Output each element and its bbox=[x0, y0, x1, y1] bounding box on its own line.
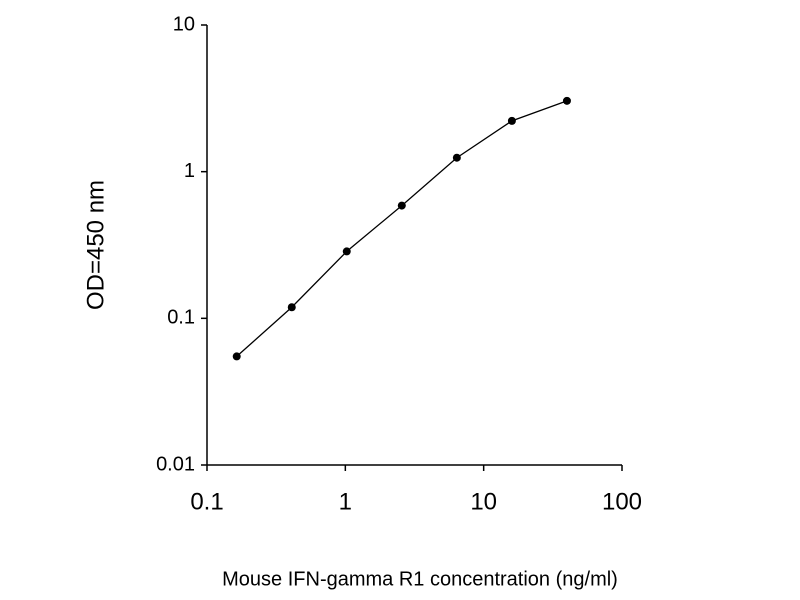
x-tick-label: 0.1 bbox=[190, 488, 223, 515]
data-point bbox=[507, 116, 516, 125]
y-tick-label: 1 bbox=[184, 160, 195, 182]
x-tick-label: 100 bbox=[602, 488, 642, 515]
y-tick-label: 0.01 bbox=[156, 453, 195, 475]
x-tick-label: 1 bbox=[339, 488, 352, 515]
y-tick-label: 10 bbox=[173, 13, 195, 35]
y-axis-label: OD=450 nm bbox=[82, 180, 109, 310]
data-point bbox=[562, 96, 571, 105]
data-point bbox=[287, 303, 296, 312]
data-point bbox=[397, 201, 406, 210]
data-point bbox=[232, 352, 241, 361]
x-axis-label: Mouse IFN-gamma R1 concentration (ng/ml) bbox=[222, 568, 618, 590]
data-point bbox=[342, 247, 351, 256]
y-tick-label: 0.1 bbox=[167, 307, 195, 329]
data-point bbox=[452, 153, 461, 162]
x-tick-label: 10 bbox=[470, 488, 497, 515]
series-line bbox=[236, 100, 568, 357]
